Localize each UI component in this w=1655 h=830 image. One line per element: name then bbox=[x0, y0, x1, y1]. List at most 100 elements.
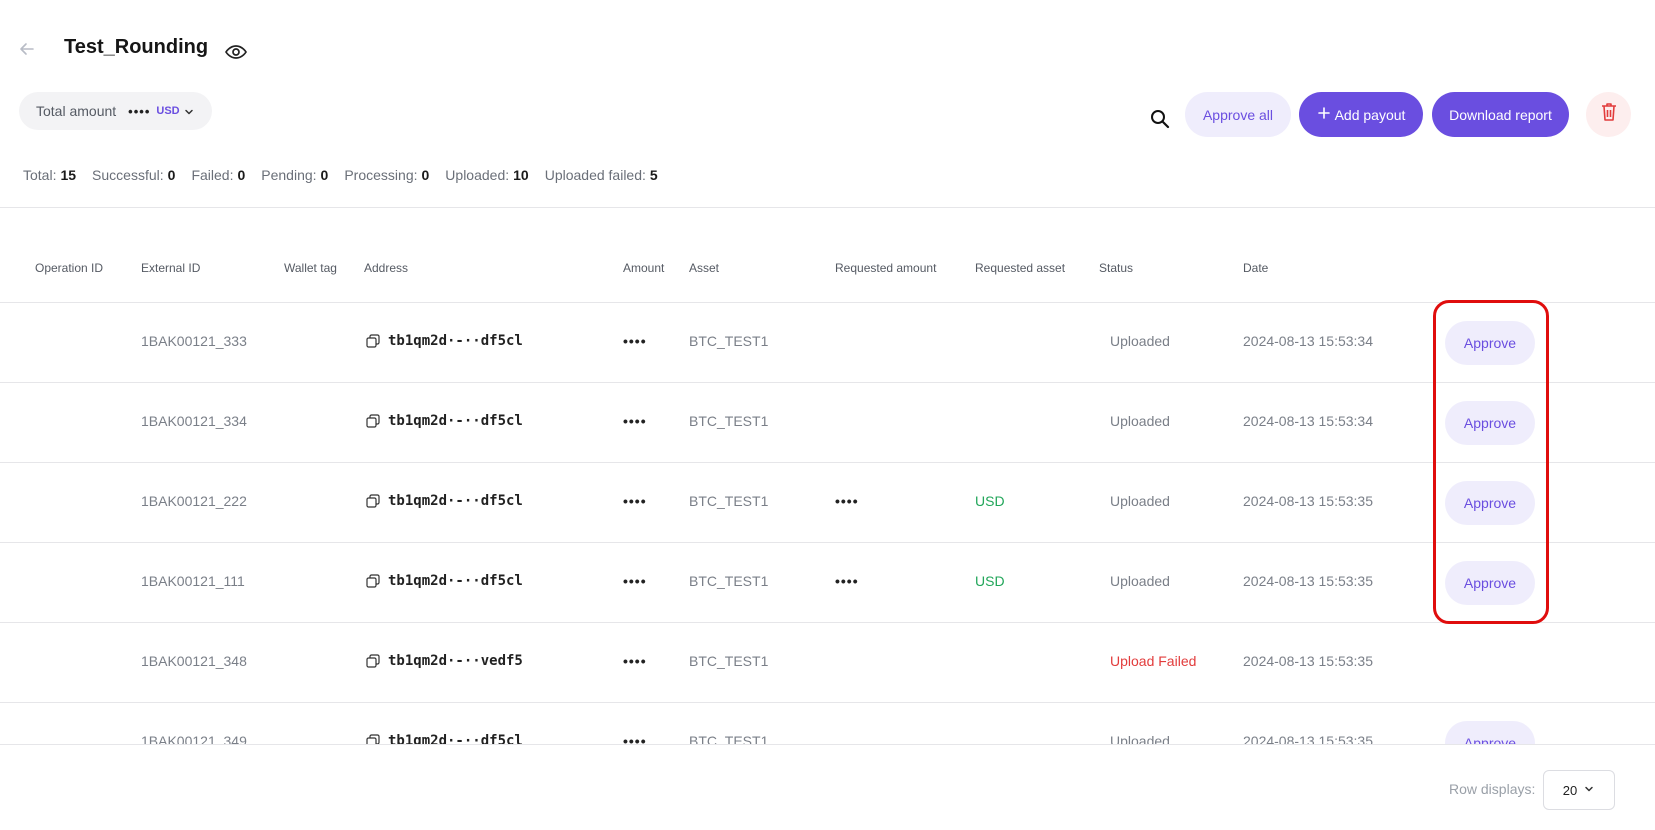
chevron-down-icon bbox=[1583, 783, 1595, 798]
approve-button[interactable]: Approve bbox=[1445, 401, 1535, 445]
external-id: 1BAK00121_348 bbox=[141, 653, 247, 669]
status: Uploaded bbox=[1110, 573, 1170, 589]
address-text: tb1qm2d·-··df5cl bbox=[388, 573, 523, 589]
stat-total: Total: 15 bbox=[23, 167, 77, 183]
add-payout-button[interactable]: Add payout bbox=[1299, 92, 1423, 137]
stat-pending: Pending: 0 bbox=[261, 167, 329, 183]
external-id: 1BAK00121_349 bbox=[141, 733, 247, 744]
address-text: tb1qm2d·-··df5cl bbox=[388, 493, 523, 509]
add-payout-label: Add payout bbox=[1334, 106, 1406, 123]
table-row: 1BAK00121_349 tb1qm2d·-··df5cl •••• BTC_… bbox=[0, 702, 1655, 744]
requested-asset: USD bbox=[975, 573, 1005, 589]
amount: •••• bbox=[623, 413, 647, 429]
page-header: Test_Rounding bbox=[0, 0, 1655, 100]
date: 2024-08-13 15:53:35 bbox=[1243, 493, 1373, 509]
row-displays-label: Row displays: bbox=[1449, 781, 1536, 797]
table-row: 1BAK00121_334 tb1qm2d·-··df5cl •••• BTC_… bbox=[0, 382, 1655, 462]
trash-icon bbox=[1600, 102, 1618, 127]
rows-per-page-value: 20 bbox=[1562, 782, 1578, 798]
stat-uploaded: Uploaded: 10 bbox=[445, 167, 529, 183]
copy-icon[interactable] bbox=[366, 494, 380, 508]
download-report-button[interactable]: Download report bbox=[1432, 92, 1569, 137]
column-header: Wallet tag bbox=[284, 261, 337, 275]
divider bbox=[0, 207, 1655, 208]
address-cell: tb1qm2d·-··df5cl bbox=[366, 493, 523, 509]
table-row: 1BAK00121_348 tb1qm2d·-··vedf5 •••• BTC_… bbox=[0, 622, 1655, 702]
column-header: External ID bbox=[141, 261, 201, 275]
currency-label: USD bbox=[156, 105, 180, 117]
address-text: tb1qm2d·-··vedf5 bbox=[388, 653, 523, 669]
delete-button[interactable] bbox=[1586, 92, 1631, 137]
date: 2024-08-13 15:53:35 bbox=[1243, 733, 1373, 744]
amount: •••• bbox=[623, 333, 647, 349]
status: Upload Failed bbox=[1110, 653, 1197, 669]
amount: •••• bbox=[623, 653, 647, 669]
date: 2024-08-13 15:53:35 bbox=[1243, 573, 1373, 589]
address-text: tb1qm2d·-··df5cl bbox=[388, 413, 523, 429]
stat-successful: Successful: 0 bbox=[92, 167, 176, 183]
stats-bar: Total: 15 Successful: 0 Failed: 0 Pending: 0… bbox=[23, 167, 658, 183]
table-row: 1BAK00121_111 tb1qm2d·-··df5cl •••• BTC_… bbox=[0, 542, 1655, 622]
plus-icon bbox=[1317, 106, 1331, 123]
amount: •••• bbox=[623, 733, 647, 744]
date: 2024-08-13 15:53:34 bbox=[1243, 413, 1373, 429]
search-icon[interactable] bbox=[1149, 108, 1171, 130]
date: 2024-08-13 15:53:35 bbox=[1243, 653, 1373, 669]
stat-failed: Failed: 0 bbox=[191, 167, 246, 183]
status: Uploaded bbox=[1110, 413, 1170, 429]
table-body: 1BAK00121_333 tb1qm2d·-··df5cl •••• BTC_… bbox=[0, 302, 1655, 744]
external-id: 1BAK00121_222 bbox=[141, 493, 247, 509]
date: 2024-08-13 15:53:34 bbox=[1243, 333, 1373, 349]
copy-icon[interactable] bbox=[366, 334, 380, 348]
column-header: Amount bbox=[623, 261, 665, 275]
external-id: 1BAK00121_111 bbox=[141, 573, 245, 589]
status: Uploaded bbox=[1110, 733, 1170, 744]
divider bbox=[0, 744, 1655, 745]
asset: BTC_TEST1 bbox=[689, 413, 769, 429]
requested-amount: •••• bbox=[835, 573, 859, 589]
highlight-box bbox=[1433, 300, 1549, 624]
copy-icon[interactable] bbox=[366, 734, 380, 744]
eye-icon[interactable] bbox=[224, 40, 248, 64]
asset: BTC_TEST1 bbox=[689, 493, 769, 509]
copy-icon[interactable] bbox=[366, 574, 380, 588]
table-row: 1BAK00121_222 tb1qm2d·-··df5cl •••• BTC_… bbox=[0, 462, 1655, 542]
address-text: tb1qm2d·-··df5cl bbox=[388, 733, 523, 744]
column-header: Address bbox=[364, 261, 409, 275]
address-cell: tb1qm2d·-··df5cl bbox=[366, 573, 523, 589]
copy-icon[interactable] bbox=[366, 414, 380, 428]
address-cell: tb1qm2d·-··df5cl bbox=[366, 413, 523, 429]
approve-button[interactable]: Approve bbox=[1445, 481, 1535, 525]
address-text: tb1qm2d·-··df5cl bbox=[388, 333, 523, 349]
column-header: Status bbox=[1099, 261, 1134, 275]
column-header: Date bbox=[1243, 261, 1269, 275]
requested-amount: •••• bbox=[835, 493, 859, 509]
asset: BTC_TEST1 bbox=[689, 733, 769, 744]
copy-icon[interactable] bbox=[366, 654, 380, 668]
stat-uploaded-failed: Uploaded failed: 5 bbox=[544, 167, 658, 183]
table-row: 1BAK00121_333 tb1qm2d·-··df5cl •••• BTC_… bbox=[0, 302, 1655, 382]
back-arrow-icon[interactable] bbox=[18, 40, 36, 58]
total-amount-label: Total amount bbox=[36, 103, 117, 119]
amount: •••• bbox=[623, 493, 647, 509]
total-amount-selector[interactable]: Total amount •••• USD bbox=[19, 92, 212, 130]
address-cell: tb1qm2d·-··df5cl bbox=[366, 733, 523, 744]
rows-per-page-select[interactable]: 20 bbox=[1543, 770, 1615, 810]
external-id: 1BAK00121_334 bbox=[141, 413, 247, 429]
approve-button[interactable]: Approve bbox=[1445, 321, 1535, 365]
approve-all-button[interactable]: Approve all bbox=[1185, 92, 1291, 137]
status: Uploaded bbox=[1110, 493, 1170, 509]
status: Uploaded bbox=[1110, 333, 1170, 349]
chevron-down-icon bbox=[183, 105, 195, 117]
approve-button[interactable]: Approve bbox=[1445, 561, 1535, 605]
external-id: 1BAK00121_333 bbox=[141, 333, 247, 349]
column-header: Requested amount bbox=[835, 261, 937, 275]
column-header: Asset bbox=[689, 261, 720, 275]
approve-button[interactable]: Approve bbox=[1445, 721, 1535, 744]
address-cell: tb1qm2d·-··df5cl bbox=[366, 333, 523, 349]
stat-processing: Processing: 0 bbox=[344, 167, 430, 183]
address-cell: tb1qm2d·-··vedf5 bbox=[366, 653, 523, 669]
column-header: Operation ID bbox=[35, 261, 104, 275]
asset: BTC_TEST1 bbox=[689, 653, 769, 669]
column-header: Requested asset bbox=[975, 261, 1066, 275]
